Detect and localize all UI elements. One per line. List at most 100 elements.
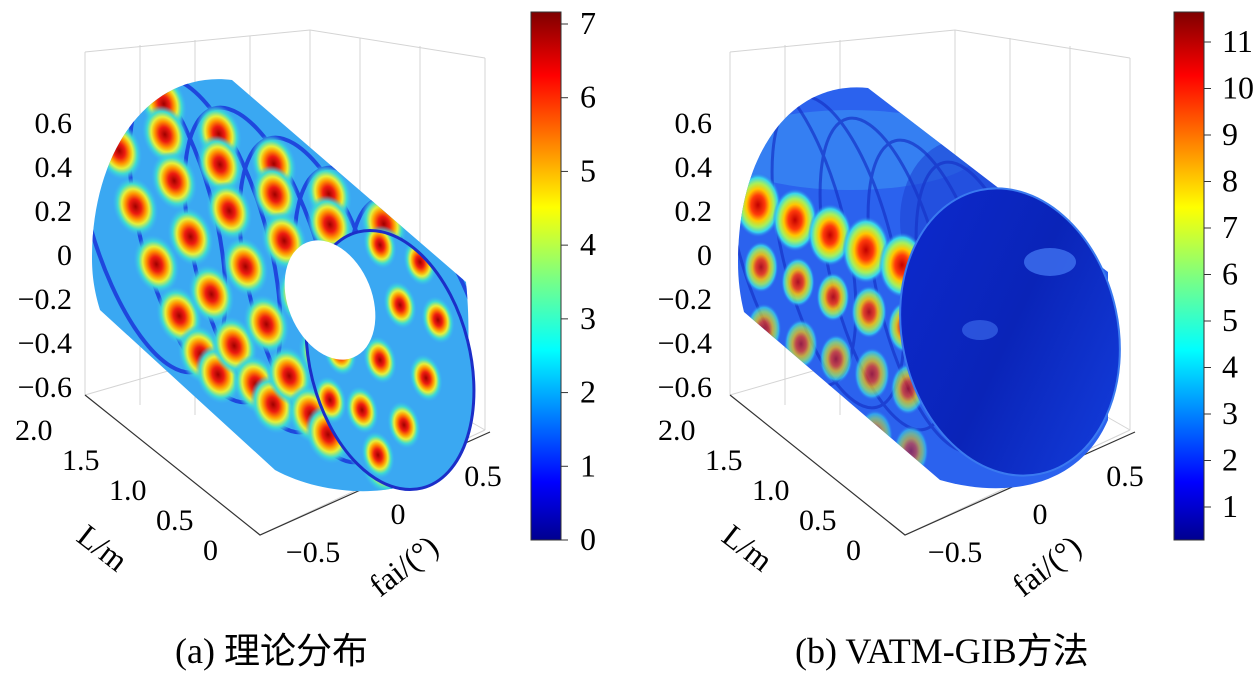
l-axis-ticks-b: 2.0 1.5 1.0 0.5 0: [658, 414, 861, 567]
colorbar-tick-label: 3: [1222, 395, 1238, 431]
hotspot: [746, 303, 782, 355]
colorbar-tick-label: 0: [580, 521, 596, 557]
hotspot: [197, 135, 243, 194]
inner-hotspot: [387, 401, 421, 449]
hotspot: [252, 165, 298, 224]
l-tick-label: 2.0: [658, 414, 696, 447]
l-tick-label: 0.5: [156, 504, 194, 537]
colorbar-tick-label: 9: [1222, 116, 1238, 152]
inner-hotspot: [383, 281, 417, 329]
hotspot: [142, 105, 188, 164]
inner-hotspot: [345, 386, 379, 434]
z-tick-label: −0.4: [658, 327, 712, 360]
hotspot: [222, 237, 269, 296]
hotspot: [772, 188, 818, 252]
colorbar-tick-label: 4: [580, 226, 596, 262]
fai-tick-label: −0.5: [928, 536, 982, 569]
inner-hotspot: [363, 336, 397, 384]
hotspot: [819, 334, 853, 384]
fai-axis-ticks-a: −0.5 0 0.5: [286, 460, 502, 569]
hotspot: [463, 489, 523, 560]
fai-tick-label: 0.5: [1106, 460, 1144, 493]
z-tick-label: 0.4: [35, 151, 73, 184]
hotspot: [842, 216, 890, 284]
z-tick-label: −0.2: [18, 283, 72, 316]
hotspot: [743, 241, 779, 293]
z-tick-label: 0.2: [675, 195, 713, 228]
caption-b: (b) VATM-GIB方法: [795, 631, 1089, 671]
hotspot: [807, 204, 853, 266]
hotspot: [851, 285, 887, 339]
z-tick-label: −0.6: [658, 371, 712, 404]
fai-tick-label: 0: [1033, 498, 1048, 531]
colorbar-tick-label: 1: [580, 447, 596, 483]
z-tick-label: 0: [57, 239, 72, 272]
fai-axis-label-b: fai/(°): [1005, 528, 1088, 604]
hotspot: [854, 347, 890, 401]
colorbar-b: 11 10 9 8 7 6 5 4 3 2 1: [1173, 11, 1254, 541]
l-tick-label: 1.0: [109, 474, 147, 507]
colorbar-tick-label: 3: [580, 300, 596, 336]
hotspot: [188, 264, 235, 324]
hotspot: [206, 181, 253, 241]
hotspot: [857, 409, 893, 463]
z-axis-ticks-b: 0.6 0.4 0.2 0 −0.2 −0.4 −0.6: [658, 107, 712, 404]
colorbar-tick-label: 7: [1222, 209, 1238, 245]
hotspot: [112, 177, 159, 236]
panel-b: 0.6 0.4 0.2 0 −0.2 −0.4 −0.6 2.0 1.5 1.0 0.5 0 −0.…: [658, 11, 1254, 604]
l-axis-ticks-a: 2.0 1.5 1.0 0.5 0: [15, 414, 218, 567]
colorbar-tick-label: 2: [580, 374, 596, 410]
hotspot: [133, 234, 180, 294]
colorbar-tick-label: 7: [580, 5, 596, 41]
colorbar-tick-label: 8: [1222, 163, 1238, 199]
hotspot: [167, 207, 214, 266]
z-tick-label: 0.6: [35, 107, 73, 140]
fai-axis-label-a: fai/(°): [362, 528, 445, 604]
colorbar-tick-label: 10: [1222, 70, 1254, 106]
hotspot: [781, 257, 815, 307]
caption-a: (a) 理论分布: [175, 631, 368, 671]
z-axis-ticks-a: 0.6 0.4 0.2 0 −0.2 −0.4 −0.6: [18, 107, 72, 404]
colorbar-tick-label: 4: [1222, 349, 1238, 385]
l-tick-label: 1.5: [705, 444, 743, 477]
hotspot: [749, 365, 785, 417]
z-tick-label: −0.4: [18, 327, 72, 360]
colorbar-tick-label: 11: [1222, 23, 1253, 59]
l-tick-label: 0: [846, 534, 861, 567]
hotspot: [787, 381, 821, 431]
l-tick-label: 0: [203, 534, 218, 567]
colorbar-tick-label: 5: [1222, 302, 1238, 338]
colorbar-tick-label: 2: [1222, 442, 1238, 478]
l-axis-label-a: L/m: [71, 517, 135, 578]
fai-tick-label: 0.5: [464, 460, 502, 493]
panel-a: 0.6 0.4 0.2 0 −0.2 −0.4 −0.6 2.0 1.5 1.0 0.5 0 −0.…: [15, 5, 596, 604]
z-tick-label: 0.6: [675, 107, 713, 140]
hotspot: [816, 272, 850, 322]
colorbar-tick-label: 6: [580, 79, 596, 115]
l-tick-label: 2.0: [15, 414, 53, 447]
fai-tick-label: −0.5: [286, 536, 340, 569]
z-tick-label: 0: [697, 239, 712, 272]
z-tick-label: 0.4: [675, 151, 713, 184]
inner-hotspot: [421, 296, 455, 344]
l-tick-label: 1.0: [752, 474, 790, 507]
hotspot: [92, 79, 132, 104]
fai-tick-label: 0: [391, 498, 406, 531]
colorbar-tick-label: 1: [1222, 488, 1238, 524]
hotspot: [151, 151, 198, 211]
z-tick-label: −0.6: [18, 371, 72, 404]
colorbar-tick-label: 6: [1222, 256, 1238, 292]
inner-hotspot: [361, 431, 395, 479]
hotspot: [893, 425, 929, 477]
l-tick-label: 1.5: [62, 444, 100, 477]
l-axis-label-b: L/m: [716, 517, 780, 578]
colorbar-tick-label: 5: [580, 152, 596, 188]
hotspot: [822, 396, 856, 446]
hotspot: [243, 294, 290, 354]
z-tick-label: 0.2: [35, 195, 73, 228]
cylinder-opening-a: [284, 221, 476, 492]
l-tick-label: 0.5: [799, 504, 837, 537]
z-tick-label: −0.2: [658, 283, 712, 316]
inner-hotspot: [409, 354, 443, 402]
